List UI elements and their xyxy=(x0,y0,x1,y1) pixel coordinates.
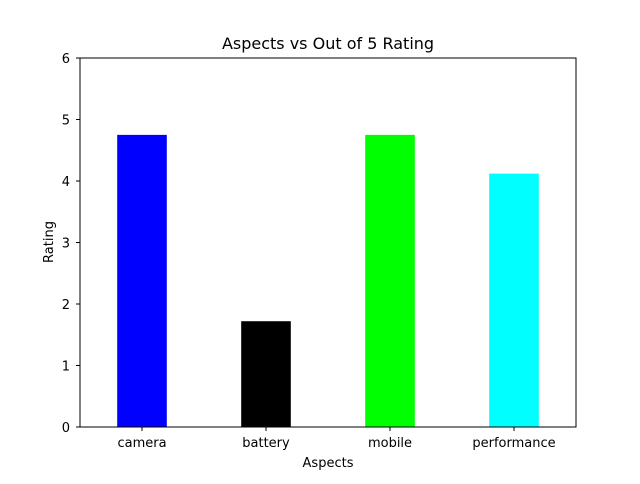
x-axis-ticks: camera battery mobile performance xyxy=(117,427,556,451)
x-tick-label-performance: performance xyxy=(472,436,555,451)
y-axis-ticks: 0 1 2 3 4 5 6 xyxy=(62,52,80,436)
y-tick-label-0: 0 xyxy=(62,421,70,436)
y-tick-label-4: 4 xyxy=(62,175,70,190)
y-tick-label-5: 5 xyxy=(62,114,70,129)
plot-area-frame xyxy=(79,57,577,428)
bar-camera xyxy=(117,134,167,427)
x-axis-label: Aspects xyxy=(303,456,354,471)
x-tick-label-mobile: mobile xyxy=(368,436,412,451)
x-tick-label-camera: camera xyxy=(117,436,166,451)
chart-title: Aspects vs Out of 5 Rating xyxy=(222,34,434,53)
x-tick-label-battery: battery xyxy=(242,436,290,451)
y-tick-label-3: 3 xyxy=(62,237,70,252)
bars-layer xyxy=(117,134,539,427)
bar-performance xyxy=(489,173,539,427)
y-tick-label-1: 1 xyxy=(62,360,70,375)
bar-mobile xyxy=(365,134,415,427)
y-tick-label-6: 6 xyxy=(62,52,70,67)
y-axis-label: Rating xyxy=(42,221,57,263)
y-tick-label-2: 2 xyxy=(62,298,70,313)
bar-battery xyxy=(241,321,291,427)
